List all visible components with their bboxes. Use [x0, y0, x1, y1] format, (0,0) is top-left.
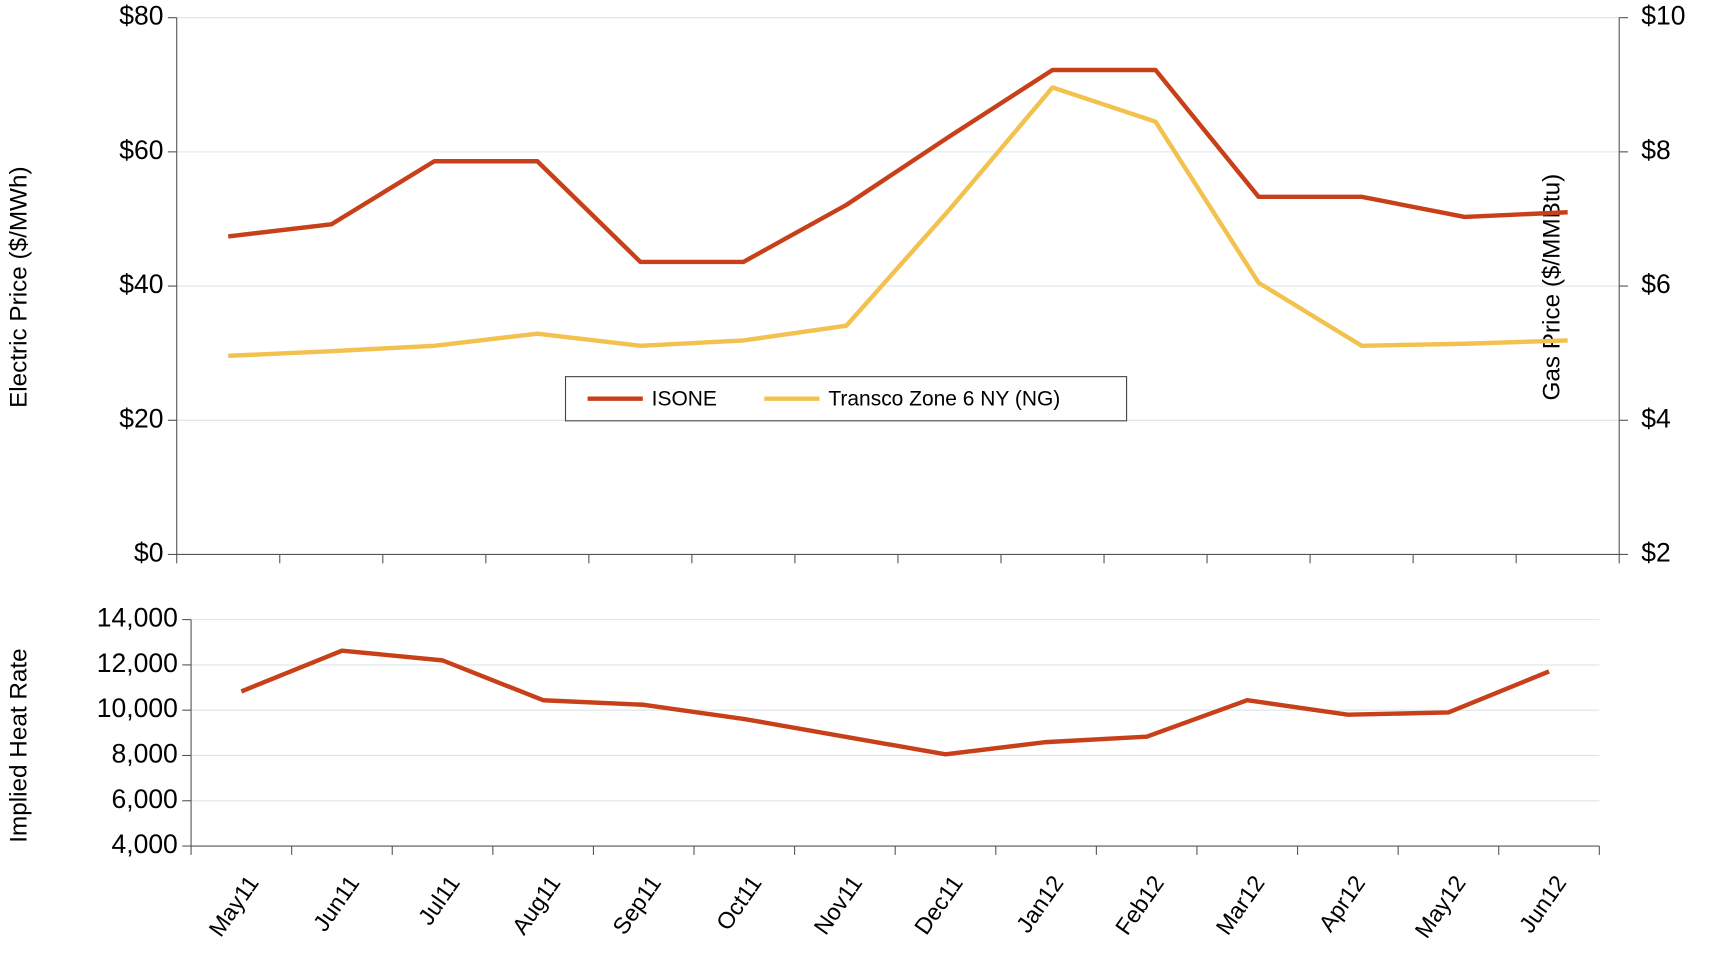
x-tick-label: Sep11 — [607, 871, 666, 939]
x-tick-label: Mar12 — [1211, 871, 1270, 940]
legend-box — [564, 376, 1128, 422]
y-axis-title: Electric Price ($/MWh) — [5, 166, 32, 407]
y-tick-label: 6,000 — [111, 784, 177, 814]
y2-tick-label: $10 — [1641, 1, 1685, 31]
y2-tick-label: $2 — [1641, 537, 1670, 567]
x-tick-label: Jul11 — [413, 871, 465, 930]
series-line — [228, 85, 1568, 359]
x-tick-label: Oct11 — [711, 871, 767, 935]
x-tick-label: Dec11 — [909, 871, 968, 939]
x-tick-label: Nov11 — [809, 871, 868, 939]
y-axis-title: Implied Heat Rate — [5, 648, 32, 842]
y-tick-label: 4,000 — [111, 829, 177, 859]
x-tick-label: Jun12 — [1514, 871, 1572, 938]
y-tick-label: $80 — [119, 1, 163, 31]
y2-tick-label: $4 — [1641, 403, 1670, 433]
y-tick-label: 14,000 — [97, 603, 178, 633]
x-tick-label: Jan12 — [1011, 871, 1069, 938]
series-line — [227, 67, 1568, 265]
y-tick-label: 12,000 — [97, 648, 178, 678]
chart-body: $0 $20 $40 $60 $80 Electric Price ($/MWh) $2 $4… — [5, 1, 1685, 943]
series-line — [240, 648, 1550, 757]
legend-label: Transco Zone 6 NY (NG) — [828, 387, 1060, 410]
x-tick-label: Aug11 — [507, 871, 566, 939]
y2-axis-title: Gas Price ($/MMBtu) — [1538, 174, 1565, 401]
y-tick-label: 10,000 — [97, 693, 178, 723]
x-tick-label: May12 — [1410, 871, 1471, 943]
x-tick-label: Apr12 — [1313, 871, 1370, 937]
y-tick-label: $0 — [134, 537, 163, 567]
x-tick-label: May11 — [204, 871, 264, 942]
legend-label: ISONE — [652, 387, 717, 410]
y-tick-label: 8,000 — [111, 738, 177, 768]
y-tick-label: $60 — [119, 135, 163, 165]
y2-tick-label: $8 — [1641, 135, 1670, 165]
y-tick-label: $40 — [119, 269, 163, 299]
y-tick-label: $20 — [119, 403, 163, 433]
x-tick-label: Feb12 — [1110, 871, 1169, 940]
x-tick-label: Jun11 — [308, 871, 365, 936]
y2-tick-label: $6 — [1641, 269, 1670, 299]
